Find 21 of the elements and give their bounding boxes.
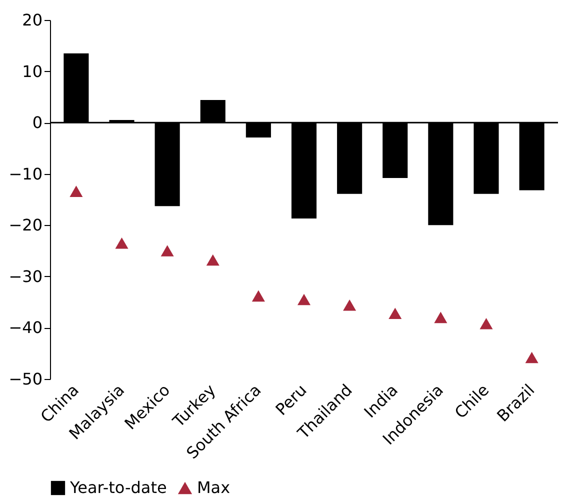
point	[206, 254, 220, 266]
y-tick-label: 0	[32, 113, 42, 132]
point	[343, 300, 356, 311]
y-tick-label: −40	[8, 318, 42, 338]
point	[252, 290, 265, 302]
point	[480, 318, 493, 330]
legend-label: Max	[197, 478, 230, 497]
y-tick-label: −10	[8, 164, 42, 184]
point	[388, 308, 402, 319]
y-tick-label: −50	[8, 370, 42, 388]
y-tick-label: −20	[8, 216, 42, 235]
point	[70, 186, 83, 197]
y-tick-label: 10	[22, 62, 42, 81]
y-tick-label: −30	[8, 266, 42, 286]
point	[525, 352, 538, 364]
point	[297, 294, 311, 306]
legend-label: Year-to-date	[69, 478, 167, 497]
point	[434, 312, 448, 324]
y-tick-label: 20	[22, 10, 42, 30]
point	[160, 245, 174, 256]
point	[115, 237, 128, 249]
